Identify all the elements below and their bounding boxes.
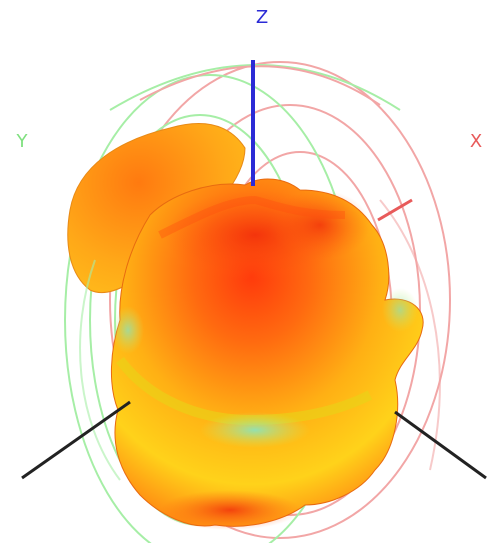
y-axis-right <box>394 410 487 480</box>
cool-spot-right <box>382 288 418 332</box>
top-ring-arc-red <box>139 65 381 106</box>
front-rings <box>79 199 441 481</box>
z-axis-label: Z <box>256 7 268 28</box>
cool-spot-left <box>112 306 144 354</box>
facet-ridge <box>158 195 346 239</box>
x-ring-outer <box>109 61 451 539</box>
hot-spot-right <box>270 190 370 260</box>
x-axis-label: X <box>470 131 482 152</box>
cool-spot-center <box>200 412 310 448</box>
y-ring-front <box>79 259 121 481</box>
x-axis <box>377 198 413 222</box>
x-ring-front <box>379 199 441 471</box>
y-axis-label: Y <box>16 131 29 152</box>
top-ring-arc <box>109 64 401 111</box>
hot-spot-bottom <box>160 490 300 530</box>
y-axis-left <box>21 400 131 480</box>
